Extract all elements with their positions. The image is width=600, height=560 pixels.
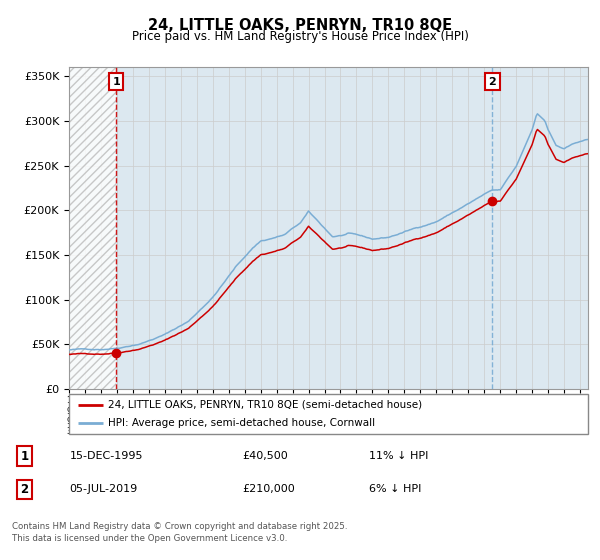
FancyBboxPatch shape <box>69 394 588 434</box>
Text: 2: 2 <box>488 77 496 87</box>
Text: 24, LITTLE OAKS, PENRYN, TR10 8QE (semi-detached house): 24, LITTLE OAKS, PENRYN, TR10 8QE (semi-… <box>108 400 422 409</box>
Text: 6% ↓ HPI: 6% ↓ HPI <box>369 484 421 494</box>
Text: 1: 1 <box>112 77 120 87</box>
Text: Contains HM Land Registry data © Crown copyright and database right 2025.
This d: Contains HM Land Registry data © Crown c… <box>12 522 347 543</box>
Text: 2: 2 <box>20 483 29 496</box>
Text: 1: 1 <box>20 450 29 463</box>
Bar <box>69 67 116 389</box>
Text: 11% ↓ HPI: 11% ↓ HPI <box>369 451 428 461</box>
Text: Price paid vs. HM Land Registry's House Price Index (HPI): Price paid vs. HM Land Registry's House … <box>131 30 469 43</box>
Text: £40,500: £40,500 <box>242 451 288 461</box>
Text: 05-JUL-2019: 05-JUL-2019 <box>70 484 138 494</box>
Text: HPI: Average price, semi-detached house, Cornwall: HPI: Average price, semi-detached house,… <box>108 418 375 428</box>
Text: 24, LITTLE OAKS, PENRYN, TR10 8QE: 24, LITTLE OAKS, PENRYN, TR10 8QE <box>148 18 452 32</box>
Text: 15-DEC-1995: 15-DEC-1995 <box>70 451 143 461</box>
Text: £210,000: £210,000 <box>242 484 295 494</box>
